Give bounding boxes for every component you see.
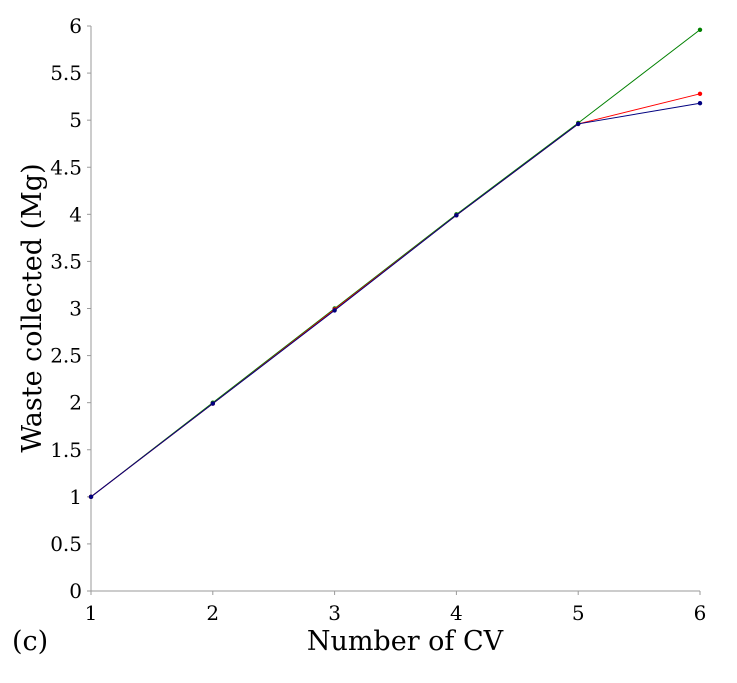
y-tick-label: 0.5 <box>50 532 82 556</box>
x-tick-label: 5 <box>572 601 585 625</box>
y-tick-label: 4 <box>69 202 82 226</box>
x-tick-label: 6 <box>694 601 707 625</box>
x-tick-label: 1 <box>85 601 98 625</box>
y-tick-label: 3 <box>69 297 82 321</box>
series-2 <box>88 91 703 500</box>
series-line <box>90 102 701 498</box>
y-tick-label: 1.5 <box>50 438 82 462</box>
y-tick-label: 1 <box>69 485 82 509</box>
data-point <box>697 91 703 97</box>
x-tick-label: 2 <box>206 601 219 625</box>
series-3 <box>88 101 703 500</box>
y-tick-label: 5.5 <box>50 61 82 85</box>
y-tick-label: 2.5 <box>50 344 82 368</box>
data-point <box>88 494 94 500</box>
y-tick-label: 6 <box>69 14 82 38</box>
data-point <box>576 121 581 127</box>
data-point <box>454 213 459 218</box>
x-tick-label: 4 <box>450 601 463 625</box>
series-lines <box>88 27 703 500</box>
data-point <box>210 401 215 406</box>
data-point <box>332 308 337 313</box>
axes <box>87 25 701 595</box>
panel-label: (c) <box>12 626 48 657</box>
series-line <box>90 93 701 498</box>
data-point <box>697 101 703 106</box>
y-tick-label: 2 <box>69 391 82 415</box>
y-axis-title: Waste collected (Mg) <box>17 163 48 452</box>
data-point <box>697 27 703 32</box>
x-axis-title: Number of CV <box>307 626 504 657</box>
y-tick-label: 0 <box>69 579 82 603</box>
y-tick-label: 3.5 <box>50 249 82 273</box>
tick-labels: 0 0.5 1 1.5 2 2.5 3 3.5 4 4.5 5 5.5 6 1 2 3 4 5 6 <box>50 14 706 625</box>
series-line <box>90 29 701 498</box>
y-tick-label: 4.5 <box>50 155 82 179</box>
y-tick-label: 5 <box>69 108 82 132</box>
x-tick-label: 3 <box>328 601 341 625</box>
